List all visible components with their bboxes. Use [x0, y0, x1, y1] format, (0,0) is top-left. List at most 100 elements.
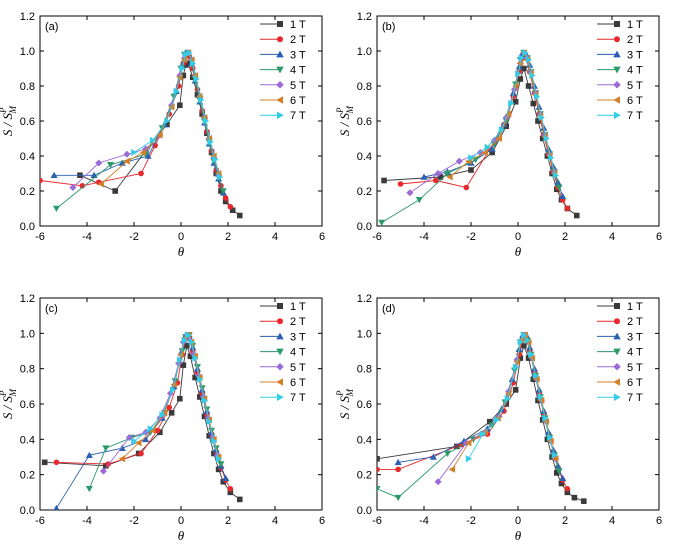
data-point [437, 174, 444, 180]
series-line [377, 344, 584, 502]
data-point [508, 100, 515, 107]
x-tick-label: -2 [129, 231, 139, 243]
plot-frame [376, 15, 660, 227]
chart-panel: -6 -4 -2 0 2 4 6 0.0 0.2 0.4 0.6 0.8 1.0 1.2 θ S / SPM (… [0, 11, 325, 259]
data-point [573, 212, 580, 219]
series [394, 331, 567, 481]
legend-label: 3 T [627, 49, 643, 61]
x-tick-label: -4 [419, 231, 429, 243]
data-point [206, 418, 213, 426]
data-point [177, 356, 184, 364]
legend-label: 1 T [290, 19, 306, 31]
x-tick-label: 0 [178, 515, 184, 527]
chart-panel: -6 -4 -2 0 2 4 6 0.0 0.2 0.4 0.6 0.8 1.0 1.2 θ S / SPM (… [335, 11, 662, 259]
y-axis-label-base: S / S [0, 112, 15, 136]
series [40, 53, 234, 210]
legend-label: 3 T [627, 331, 643, 343]
data-point [211, 450, 217, 457]
panel-label: (d) [382, 303, 395, 315]
data-point [139, 149, 147, 156]
data-point [529, 72, 536, 79]
data-point [193, 75, 200, 83]
legend-label: 6 T [290, 95, 306, 107]
legend-label: 5 T [290, 80, 306, 92]
data-point [530, 376, 537, 383]
data-point [377, 486, 381, 493]
data-point [494, 416, 501, 424]
data-point [559, 474, 567, 481]
data-point [530, 100, 537, 107]
data-point [102, 445, 110, 452]
data-point [377, 466, 380, 473]
data-point [517, 338, 524, 346]
data-point [394, 458, 402, 466]
legend-marker [276, 81, 284, 89]
data-point [154, 427, 161, 434]
plot-area [378, 49, 580, 226]
data-point [378, 219, 386, 226]
data-point [103, 463, 109, 469]
data-point [468, 154, 475, 162]
legend-label: 2 T [627, 316, 643, 328]
data-point [505, 389, 512, 397]
panel-label: (b) [382, 21, 395, 33]
legend-marker [613, 96, 620, 104]
data-point [455, 157, 463, 165]
series-line [437, 334, 557, 482]
legend-marker [276, 332, 284, 340]
series [468, 49, 560, 179]
data-point [521, 65, 527, 72]
x-tick-label: -2 [466, 515, 476, 527]
data-point [187, 353, 194, 360]
x-tick-label: 6 [656, 515, 662, 527]
data-point [164, 117, 171, 125]
y-tick-label: 1.0 [20, 46, 35, 58]
data-point [581, 498, 587, 504]
x-tick-label: 4 [272, 515, 278, 527]
data-point [463, 184, 470, 191]
y-axis-label-sup: P [0, 390, 8, 397]
data-point [97, 180, 104, 188]
data-point [215, 455, 223, 463]
series-line [54, 52, 224, 193]
data-point [552, 171, 560, 179]
data-point [201, 396, 208, 404]
legend: 1 T 2 T 3 T 4 T 5 T 6 T 7 T [260, 19, 306, 122]
data-point [201, 413, 208, 420]
data-point [138, 450, 144, 457]
data-point [444, 450, 451, 457]
y-axis-label: S / SPM [0, 105, 18, 136]
x-tick-label: 4 [272, 231, 278, 243]
y-tick-label: 1.0 [20, 328, 35, 340]
data-point [202, 117, 210, 125]
x-tick-label: 4 [609, 515, 615, 527]
legend: 1 T 2 T 3 T 4 T 5 T 6 T 7 T [597, 301, 643, 404]
legend-label: 2 T [627, 34, 643, 46]
x-tick-label: -4 [82, 515, 92, 527]
data-point [227, 486, 234, 492]
data-point [465, 439, 472, 447]
data-point [381, 177, 387, 184]
data-point [168, 410, 175, 416]
series-line [377, 338, 568, 490]
data-point [521, 331, 528, 339]
data-point [543, 135, 550, 142]
legend-marker [276, 348, 284, 356]
data-point [521, 342, 527, 349]
panel-label: (c) [45, 303, 58, 315]
x-tick-label: 4 [609, 231, 615, 243]
panel-label: (a) [45, 21, 58, 33]
data-point [505, 110, 512, 118]
y-tick-label: 0.2 [20, 186, 35, 198]
data-point [488, 422, 496, 429]
data-point [377, 455, 380, 462]
data-point [444, 170, 451, 177]
data-point [125, 434, 133, 442]
y-tick-label: 0.8 [357, 364, 372, 376]
legend: 1 T 2 T 3 T 4 T 5 T 6 T 7 T [260, 301, 306, 404]
y-axis-label-base: S / S [0, 395, 15, 419]
x-tick-label: -6 [372, 231, 382, 243]
data-point [504, 395, 511, 403]
legend-label: 1 T [627, 301, 643, 313]
x-axis-label: θ [515, 528, 522, 543]
